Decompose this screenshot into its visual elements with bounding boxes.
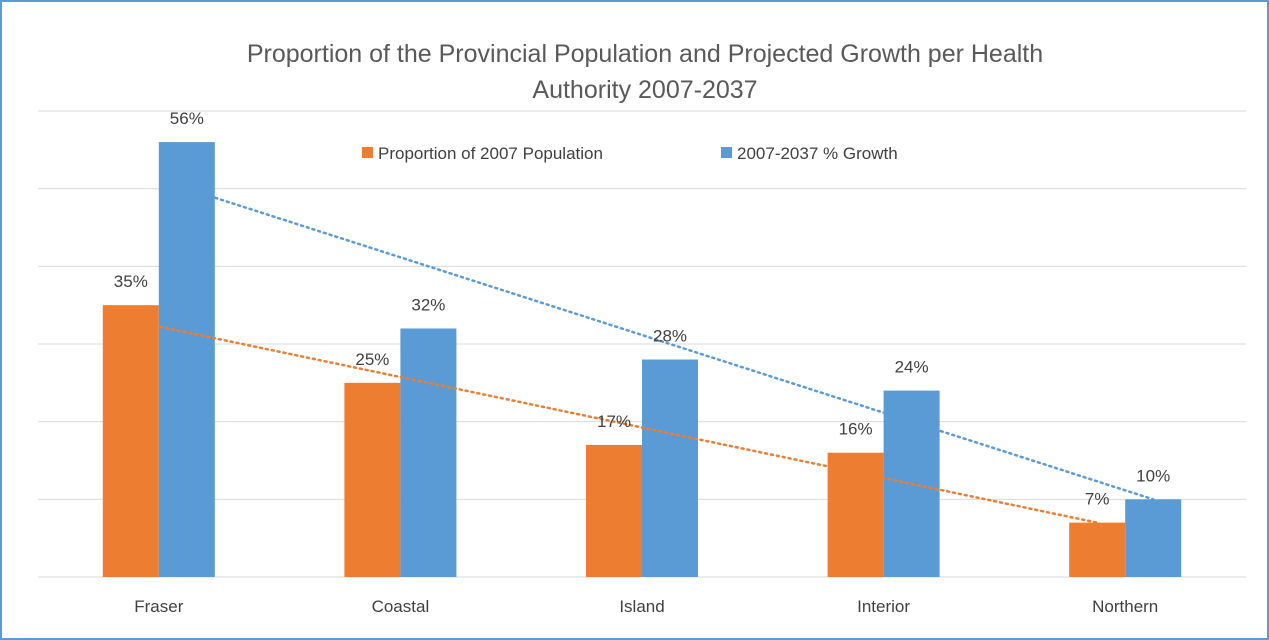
bar-fraser-series-1 [102,305,159,577]
chart-title-line-1: Proportion of the Provincial Population … [247,40,1043,68]
chart-title-line-2: Authority 2007-2037 [532,76,757,104]
data-labels: 35% 56% 25% 32% 17% 28% 16% 24% 7% 10% [114,109,1170,509]
bar-coastal-series-1 [344,382,401,577]
category-label-northern: Northern [1092,597,1158,616]
category-label-fraser: Fraser [134,597,183,616]
data-label-island-series-2: 28% [653,327,687,346]
bar-fraser-series-2 [158,142,215,578]
legend-label-series-1: Proportion of 2007 Population [378,144,603,163]
category-label-island: Island [619,597,664,616]
chart-title: Proportion of the Provincial Population … [247,40,1043,104]
category-label-interior: Interior [857,597,910,616]
data-label-northern-series-1: 7% [1085,490,1110,509]
category-label-coastal: Coastal [372,597,430,616]
trendlines [129,187,1155,524]
bar-northern-series-1 [1069,522,1126,577]
data-label-coastal-series-2: 32% [411,295,445,314]
legend-swatch-series-1 [362,147,373,158]
legend-swatch-series-2 [721,147,732,158]
data-label-fraser-series-2: 56% [170,109,204,128]
data-label-northern-series-2: 10% [1136,466,1170,485]
bar-coastal-series-2 [400,328,457,577]
trendline-series-2 [185,187,1155,501]
data-label-interior-series-1: 16% [839,420,873,439]
bar-northern-series-2 [1125,499,1182,577]
legend-label-series-2: 2007-2037 % Growth [737,144,898,163]
data-label-coastal-series-1: 25% [355,350,389,369]
trendline-series-1 [129,319,1099,524]
legend: Proportion of 2007 Population 2007-2037 %… [362,144,898,163]
category-labels: Fraser Coastal Island Interior Northern [134,597,1158,616]
bar-island-series-2 [642,359,698,577]
data-label-interior-series-2: 24% [895,358,929,377]
bar-island-series-1 [586,444,642,577]
data-label-island-series-1: 17% [597,412,631,431]
bars [102,142,1182,578]
data-label-fraser-series-1: 35% [114,272,148,291]
bar-interior-series-1 [827,452,884,577]
